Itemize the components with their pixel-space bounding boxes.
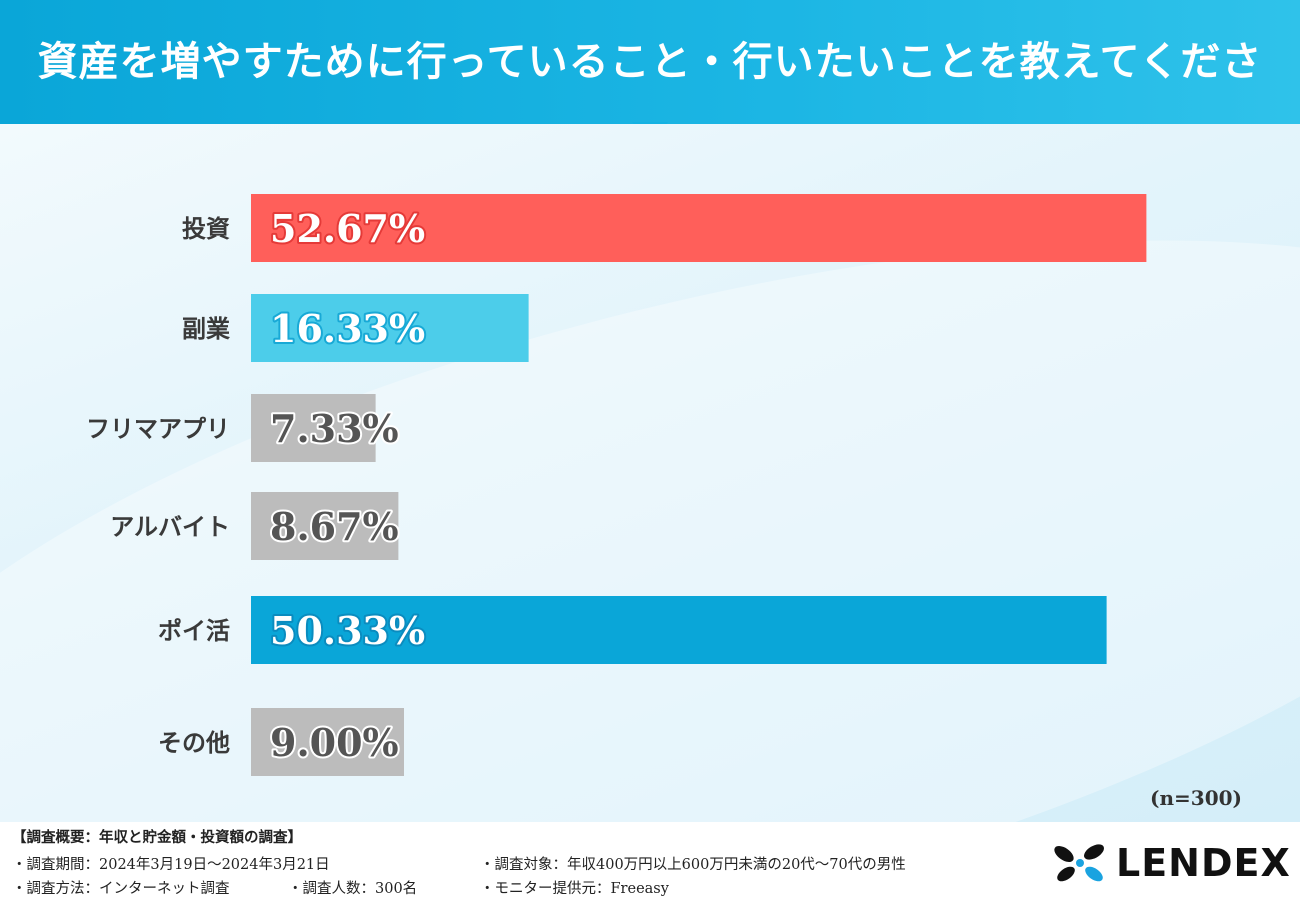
sample-size-note: (n=300) <box>1150 786 1242 810</box>
category-label-6: その他 <box>158 728 230 757</box>
survey-provider: ・モニター提供元：Freeasy <box>480 881 669 897</box>
value-label-6: 9.00% <box>270 720 399 765</box>
header-banner: 資産を増やすために行っていること・行いたいことを教えてください。 <box>0 0 1300 209</box>
bar-3 <box>251 394 376 462</box>
value-label-2: 16.33% <box>270 306 425 351</box>
bar-4 <box>251 492 399 560</box>
value-label-4: 8.67% <box>270 504 399 549</box>
bar-5 <box>251 596 1107 664</box>
lendex-logo: LENDEX <box>1050 840 1290 886</box>
page-title: 資産を増やすために行っていること・行いたいことを教えてください。 <box>37 38 1263 209</box>
category-label-2: 副業 <box>182 314 230 343</box>
survey-target: ・調査対象：年収400万円以上600万円未満の20代〜70代の男性 <box>480 857 906 873</box>
category-label-3: フリマアプリ <box>86 414 230 443</box>
category-label-4: アルバイト <box>110 512 230 541</box>
category-label-5: ポイ活 <box>158 616 230 645</box>
bar-2 <box>251 294 529 362</box>
survey-respondents: ・調査人数：300名 <box>288 881 418 897</box>
survey-method: ・調査方法：インターネット調査 <box>12 881 230 897</box>
survey-heading: 【調査概要：年収と貯金額・投資額の調査】 <box>12 829 302 846</box>
value-label-5: 50.33% <box>270 608 425 653</box>
lendex-logo-text: LENDEX <box>1116 841 1291 885</box>
category-label-1: 投資 <box>182 214 230 243</box>
value-label-1: 52.67% <box>270 206 425 251</box>
lendex-petal-icon <box>1054 844 1104 882</box>
chart-area: 投資 52.67% 副業 16.33% フリマアプリ 7.33% アルバイト 8.67% ポイ活… <box>0 124 1300 822</box>
bar-1 <box>251 194 1147 262</box>
value-label-3: 7.33% <box>270 406 399 451</box>
bar-6 <box>251 708 404 776</box>
survey-period: ・調査期間：2024年3月19日〜2024年3月21日 <box>12 857 330 873</box>
survey-footer: 【調査概要：年収と貯金額・投資額の調査】 ・調査期間：2024年3月19日〜20… <box>0 822 1300 900</box>
bar-chart: 投資 52.67% 副業 16.33% フリマアプリ 7.33% アルバイト 8.67% ポイ活… <box>86 194 1147 776</box>
